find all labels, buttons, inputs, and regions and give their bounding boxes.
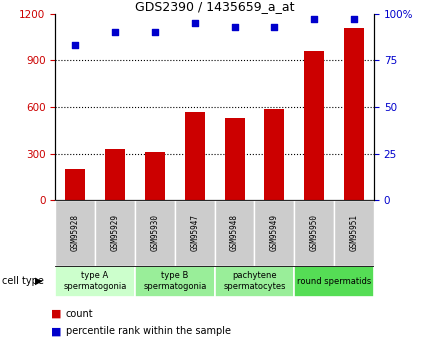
Point <box>351 17 357 22</box>
Text: GSM95948: GSM95948 <box>230 214 239 252</box>
Text: GSM95951: GSM95951 <box>350 214 359 252</box>
Bar <box>215 266 294 297</box>
Bar <box>95 200 135 266</box>
Text: ▶: ▶ <box>35 276 43 286</box>
Text: pachytene
spermatocytes: pachytene spermatocytes <box>223 272 286 291</box>
Bar <box>344 28 364 200</box>
Bar <box>294 266 374 297</box>
Text: ■: ■ <box>51 326 62 336</box>
Point <box>231 24 238 30</box>
Point <box>191 20 198 26</box>
Text: GSM95950: GSM95950 <box>310 214 319 252</box>
Bar <box>135 266 215 297</box>
Text: ■: ■ <box>51 309 62 319</box>
Bar <box>135 200 175 266</box>
Point <box>72 43 79 48</box>
Bar <box>55 200 95 266</box>
Bar <box>105 149 125 200</box>
Text: GSM95929: GSM95929 <box>110 214 119 252</box>
Bar <box>55 266 135 297</box>
Bar <box>215 200 255 266</box>
Bar <box>224 118 244 200</box>
Point <box>112 30 119 35</box>
Bar <box>145 152 165 200</box>
Title: GDS2390 / 1435659_a_at: GDS2390 / 1435659_a_at <box>135 0 295 13</box>
Text: GSM95947: GSM95947 <box>190 214 199 252</box>
Point <box>311 17 317 22</box>
Bar <box>185 112 205 200</box>
Text: round spermatids: round spermatids <box>297 277 371 286</box>
Bar <box>334 200 374 266</box>
Text: type A
spermatogonia: type A spermatogonia <box>63 272 127 291</box>
Bar <box>65 169 85 200</box>
Text: GSM95949: GSM95949 <box>270 214 279 252</box>
Text: GSM95930: GSM95930 <box>150 214 159 252</box>
Point <box>151 30 158 35</box>
Text: cell type: cell type <box>2 276 44 286</box>
Text: percentile rank within the sample: percentile rank within the sample <box>66 326 231 336</box>
Text: type B
spermatogonia: type B spermatogonia <box>143 272 207 291</box>
Text: GSM95928: GSM95928 <box>71 214 79 252</box>
Bar <box>255 200 294 266</box>
Point <box>271 24 278 30</box>
Bar <box>264 108 284 200</box>
Bar <box>304 51 324 200</box>
Bar <box>294 200 334 266</box>
Bar <box>175 200 215 266</box>
Text: count: count <box>66 309 94 319</box>
